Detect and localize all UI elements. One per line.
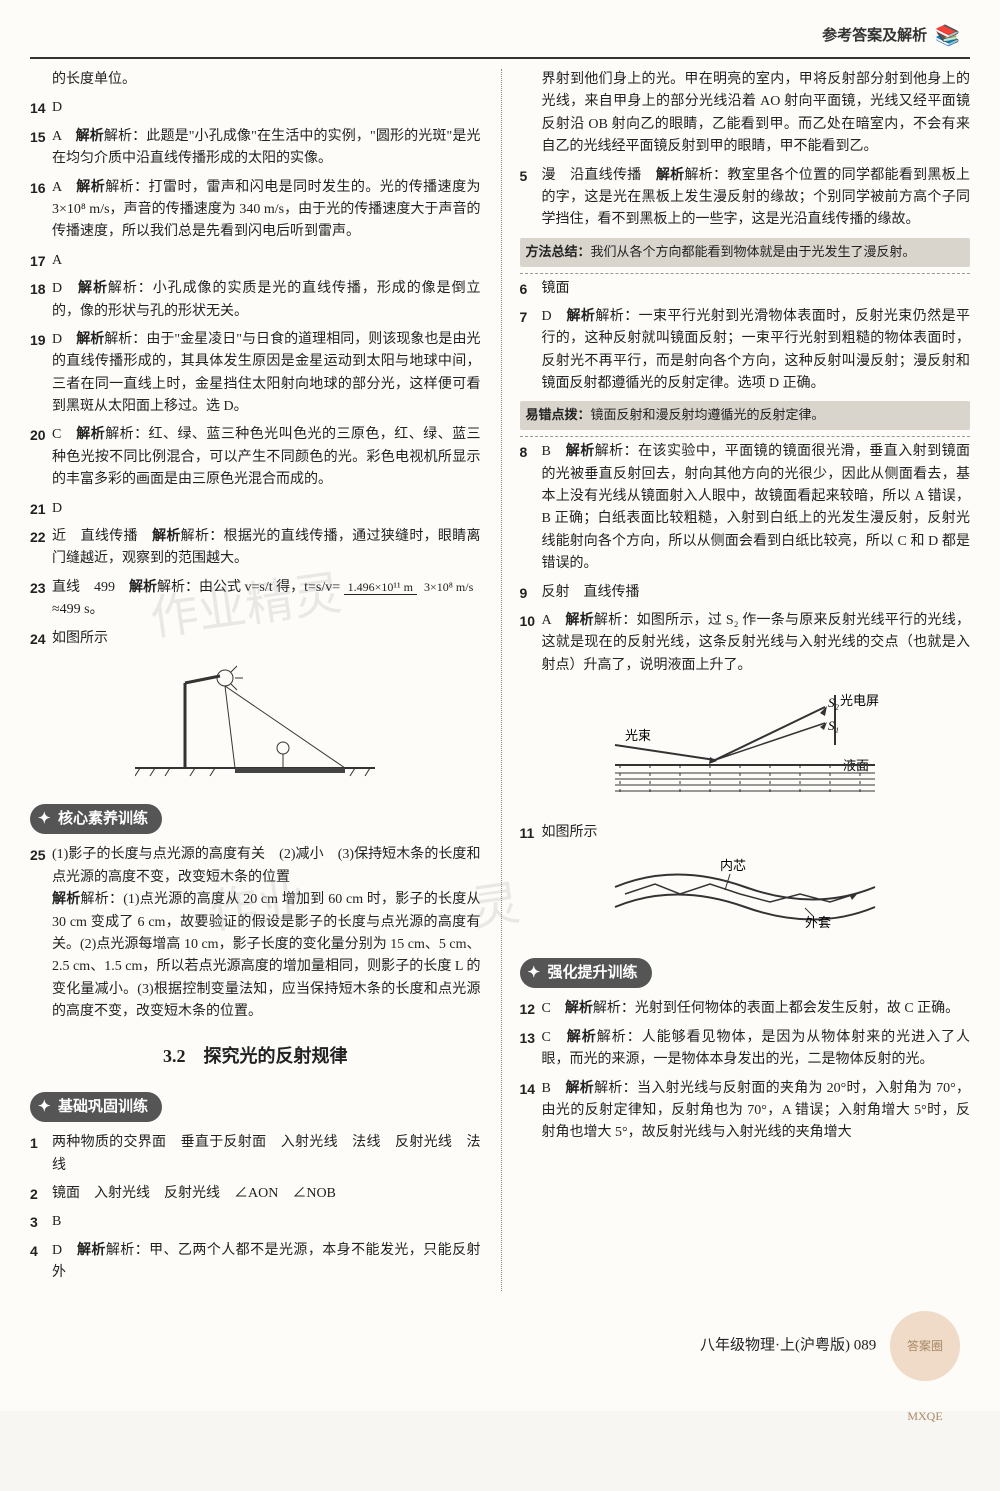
answer: C <box>542 1030 551 1045</box>
qnum: 25 <box>30 844 52 1023</box>
answer: (1)影子的长度与点光源的高度有关 (2)减小 (3)保持短木条的长度和点光源的… <box>52 847 481 884</box>
answer: 反射 直线传播 <box>542 582 971 604</box>
explain: 解析：小孔成像的实质是光的直线传播，形成的像是倒立的，像的形状与孔的形状无关。 <box>52 281 481 318</box>
answer: D <box>52 97 481 119</box>
answer: 镜面 入射光线 反射光线 ∠AON ∠NOB <box>52 1183 481 1205</box>
diagram-fiber: 内芯 外套 <box>520 852 971 940</box>
answer: B <box>52 1211 481 1233</box>
explain: 解析：由于"金星凌日"与日食的道理相同，则该现象也是由光的直线传播形成的，其具体… <box>52 332 481 414</box>
explain: 解析：一束平行光射到光滑物体表面时，反射光束仍然是平行的，这种反射就叫镜面反射；… <box>542 309 971 391</box>
answer: 如图所示 <box>542 822 971 844</box>
answer: D <box>542 309 552 324</box>
qnum: 2 <box>30 1183 52 1205</box>
qnum: 18 <box>30 278 52 323</box>
method-box: 方法总结：我们从各个方向都能看到物体就是由于光发生了漫反射。 <box>520 238 971 267</box>
qnum: 20 <box>30 424 52 491</box>
answer: D <box>52 281 62 296</box>
qnum: 24 <box>30 628 52 650</box>
answer: A <box>542 613 551 628</box>
section-core: 核心素养训练 <box>30 804 162 834</box>
fraction: 1.496×10¹¹ m 3×10⁸ m/s <box>344 578 478 597</box>
answer: A <box>52 180 61 195</box>
answer: 近 直线传播 <box>52 529 138 544</box>
stamp-icon: 答案圈MXQE <box>890 1311 960 1381</box>
diagram-reflection: 光束 S₂ 光电屏 S₁ 液面 <box>520 685 971 813</box>
answer: A <box>52 129 61 144</box>
section-enhance: 强化提升训练 <box>520 958 652 988</box>
answer: C <box>542 1001 551 1016</box>
answer: C <box>52 427 61 442</box>
svg-text:光电屏: 光电屏 <box>840 693 879 708</box>
svg-text:内芯: 内芯 <box>720 858 746 873</box>
section-title: 3.2 探究光的反射规律 <box>30 1042 481 1071</box>
explain: 解析：(1)点光源的高度从 20 cm 增加到 60 cm 时，影子的长度从 3… <box>52 892 481 1019</box>
footer-text: 八年级物理·上(沪粤版) <box>700 1337 850 1353</box>
explain: 解析：光射到任何物体的表面上都会发生反射，故 C 正确。 <box>593 1001 959 1016</box>
explain: 解析：打雷时，雷声和闪电是同时发生的。光的传播速度为 3×10⁸ m/s，声音的… <box>52 180 481 240</box>
qnum: 8 <box>520 441 542 575</box>
qnum: 1 <box>30 1132 52 1177</box>
svg-text:光束: 光束 <box>625 728 651 743</box>
answer: 镜面 <box>542 278 971 300</box>
answer: B <box>542 444 551 459</box>
svg-text:外套: 外套 <box>805 915 831 930</box>
text: 界射到他们身上的光。甲在明亮的室内，甲将反射部分射到他身上的光线，来自甲身上的部… <box>542 69 971 159</box>
qnum: 5 <box>520 165 542 232</box>
error-box: 易错点拨：镜面反射和漫反射均遵循光的反射定律。 <box>520 401 971 430</box>
answer: B <box>542 1081 551 1096</box>
answer: D <box>52 1243 62 1258</box>
text: 的长度单位。 <box>52 69 481 91</box>
answer: A <box>52 250 481 272</box>
svg-text:S₁: S₁ <box>828 718 839 733</box>
qnum: 22 <box>30 526 52 571</box>
answer: D <box>52 498 481 520</box>
qnum: 14 <box>30 97 52 119</box>
qnum: 6 <box>520 278 542 300</box>
qnum: 15 <box>30 126 52 171</box>
answer: 漫 沿直线传播 <box>542 168 642 183</box>
qnum: 17 <box>30 250 52 272</box>
explain: 解析：红、绿、蓝三种色光叫色光的三原色，红、绿、蓝三种色光按不同比例混合，可以产… <box>52 427 481 487</box>
explain: 解析：如图所示，过 S₂ 作一条与原来反射光线平行的光线，这就是现在的反射光线，… <box>542 613 971 673</box>
qnum: 7 <box>520 306 542 396</box>
explain: 解析：在该实验中，平面镜的镜面很光滑，垂直入射到镜面的光被垂直反射回去，射向其他… <box>542 444 971 571</box>
qnum: 3 <box>30 1211 52 1233</box>
answer: 两种物质的交界面 垂直于反射面 入射光线 法线 反射光线 法线 <box>52 1132 481 1177</box>
qnum: 13 <box>520 1027 542 1072</box>
qnum: 19 <box>30 329 52 419</box>
qnum: 23 <box>30 577 52 622</box>
books-icon: 📚 <box>935 20 960 52</box>
qnum: 16 <box>30 177 52 244</box>
qnum: 12 <box>520 998 542 1020</box>
answer: 直线 499 <box>52 580 115 595</box>
explain: 解析：甲、乙两个人都不是光源，本身不能发光，只能反射外 <box>52 1243 481 1280</box>
answer: 如图所示 <box>52 628 481 650</box>
diagram-lamp <box>30 658 481 786</box>
page-header: 参考答案及解析 <box>822 24 927 48</box>
explain: 解析：人能够看见物体，是因为从物体射来的光进入了人眼，而光的来源，一是物体本身发… <box>542 1030 971 1067</box>
footer-page: 089 <box>854 1337 877 1353</box>
qnum: 9 <box>520 582 542 604</box>
explain: ≈499 s。 <box>52 602 104 617</box>
explain: 解析：此题是"小孔成像"在生活中的实例，"圆形的光斑"是光在均匀介质中沿直线传播… <box>52 129 481 166</box>
explain: 解析：由公式 v=s/t 得，t=s/v= <box>157 580 340 595</box>
svg-text:S₂: S₂ <box>828 695 840 710</box>
qnum: 10 <box>520 610 542 677</box>
qnum: 4 <box>30 1240 52 1285</box>
qnum: 11 <box>520 822 542 844</box>
explain: 解析：当入射光线与反射面的夹角为 20°时，入射角为 70°，由光的反射定律知，… <box>542 1081 971 1141</box>
qnum: 21 <box>30 498 52 520</box>
answer: D <box>52 332 62 347</box>
section-basic: 基础巩固训练 <box>30 1092 162 1122</box>
qnum: 14 <box>520 1078 542 1145</box>
